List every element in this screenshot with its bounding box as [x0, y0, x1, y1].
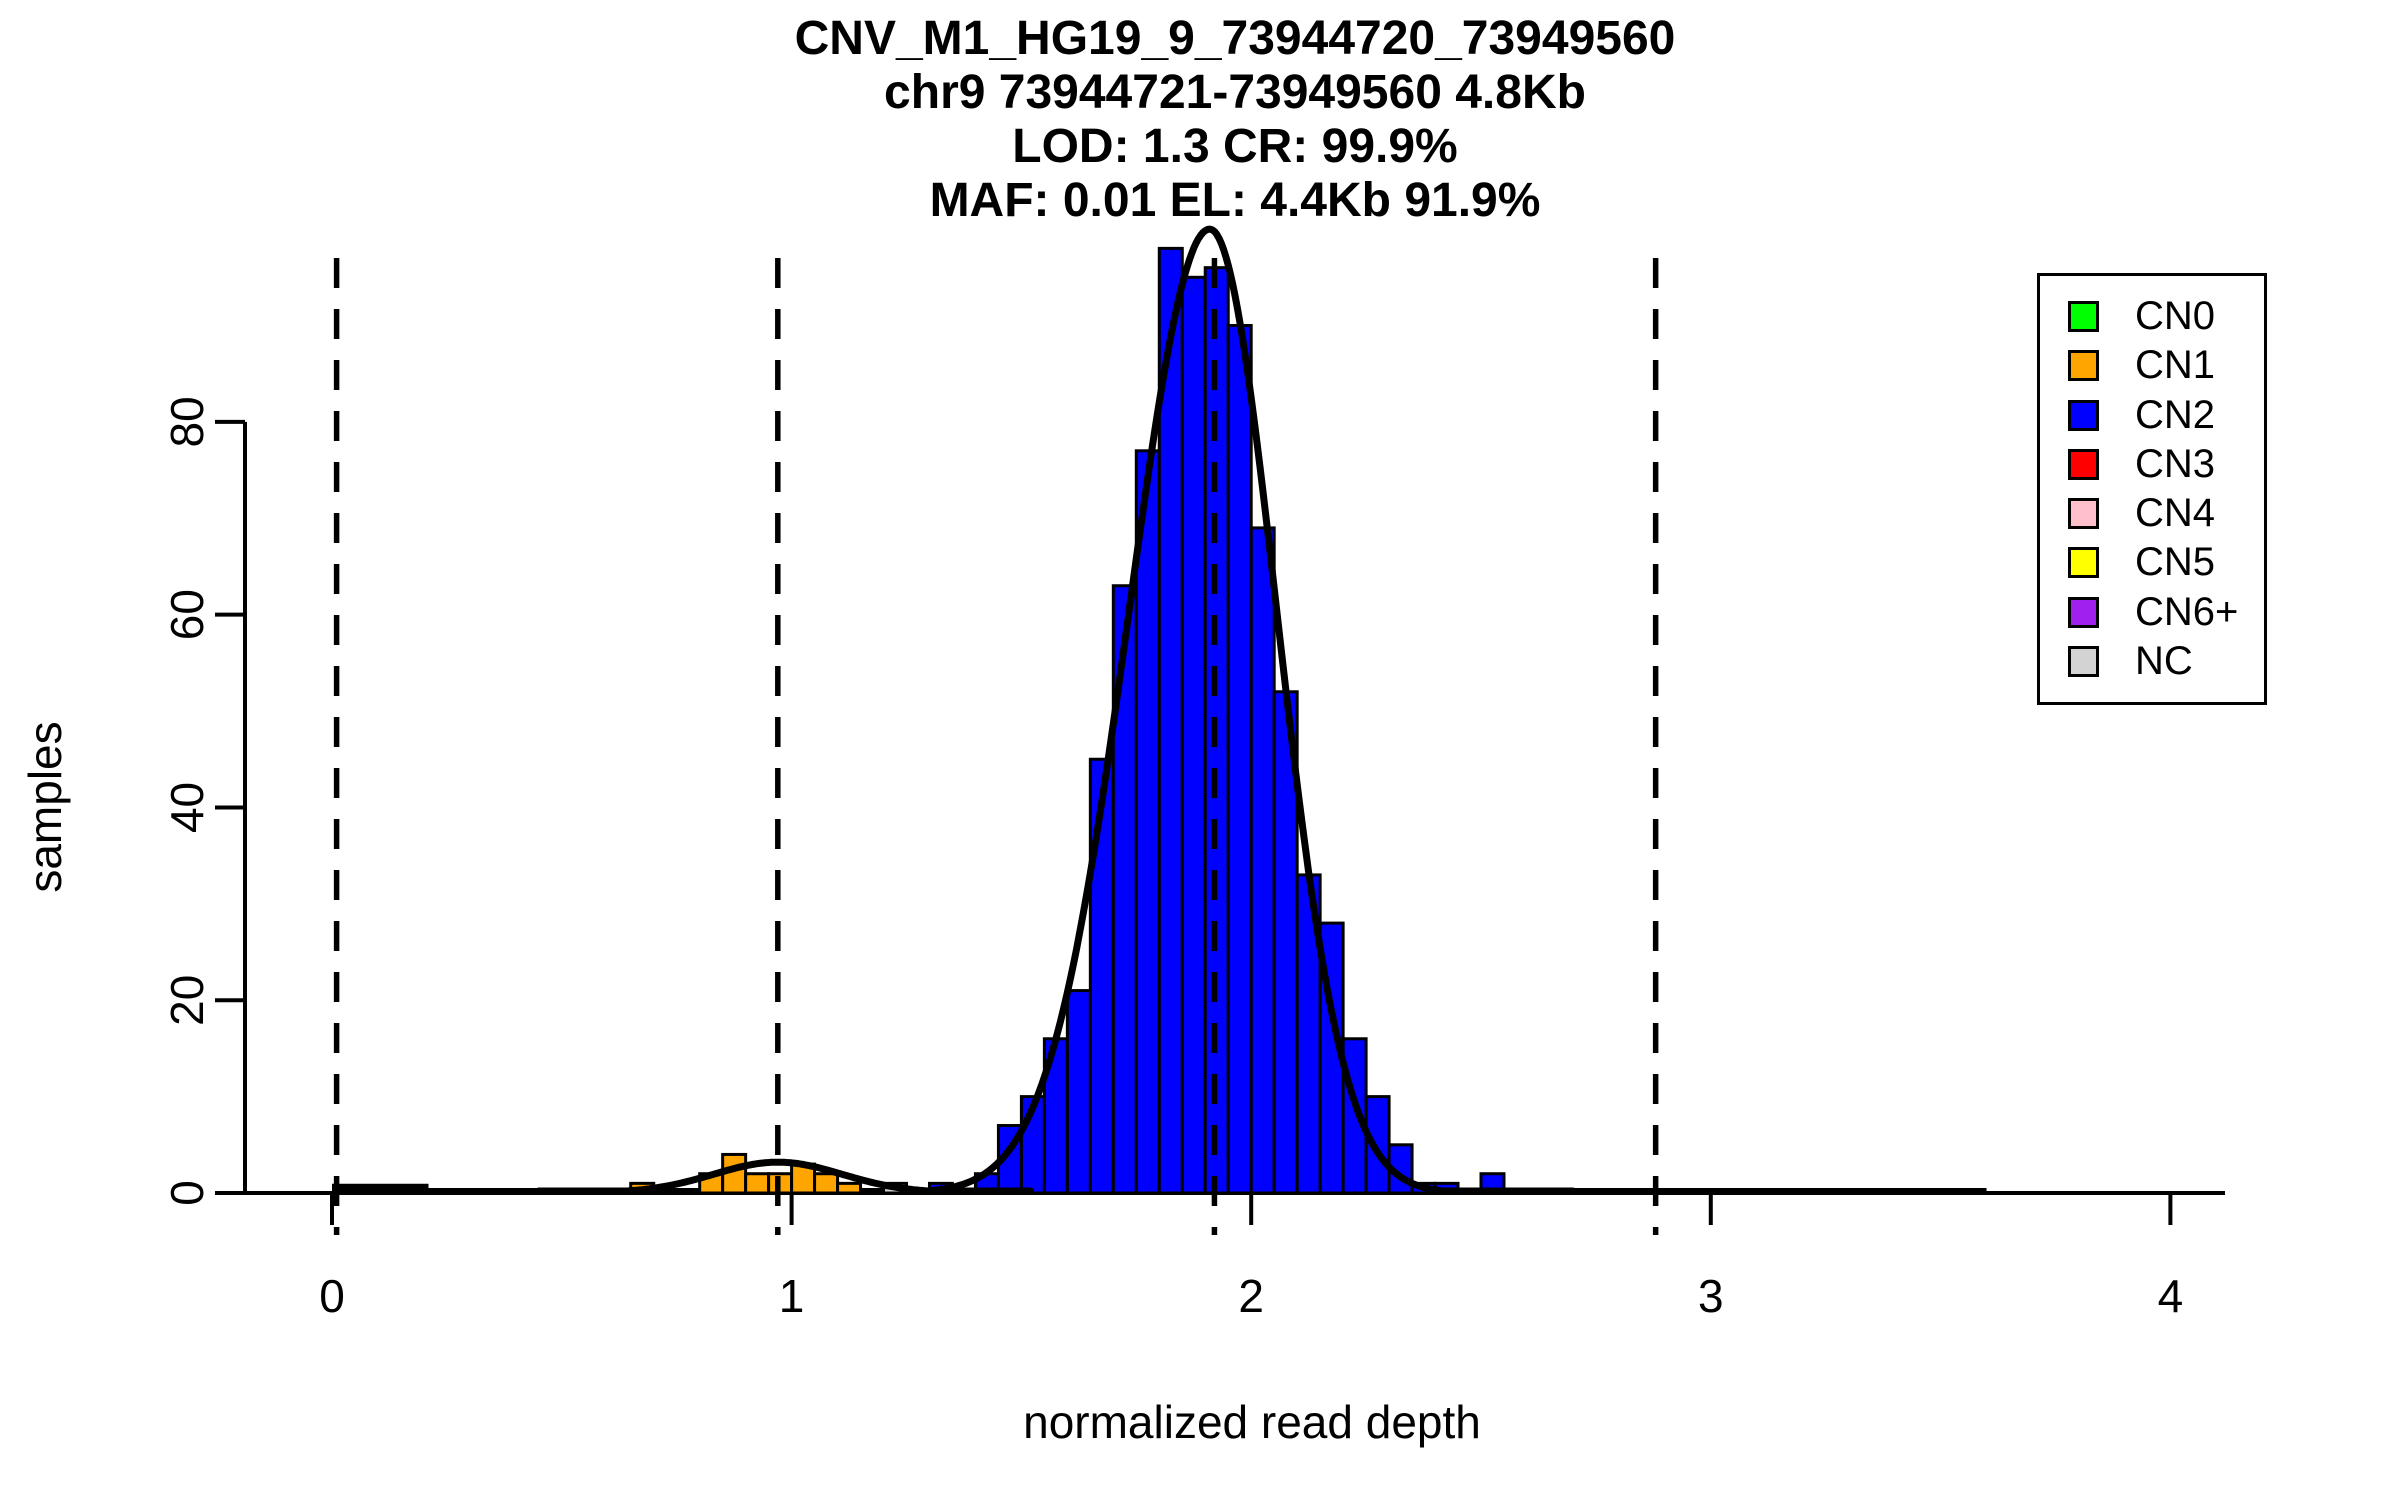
- x-axis-label: normalized read depth: [1023, 1396, 1481, 1448]
- legend-swatch-cn4: [2068, 498, 2099, 530]
- y-tick-label: 0: [161, 1180, 213, 1206]
- title-line-2: chr9 73944721-73949560 4.8Kb: [884, 66, 1586, 119]
- legend-swatch-cn2: [2068, 399, 2099, 431]
- y-tick-label: 80: [161, 396, 213, 447]
- legend-item-cn0: CN0: [2040, 294, 2264, 339]
- histogram-bar-cn2: [1180, 275, 1207, 1195]
- legend-swatch-cn0: [2068, 301, 2099, 333]
- x-tick-label: 3: [1698, 1270, 1724, 1322]
- y-tick-label: 40: [161, 782, 213, 833]
- title-line-3: LOD: 1.3 CR: 99.9%: [1012, 120, 1458, 173]
- legend: CN0 CN1 CN2 CN3 CN4 CN5 CN6+ NC: [2037, 273, 2267, 705]
- CN2-gaussian-fit-curve: [916, 225, 1577, 1195]
- legend-item-cn2: CN2: [2040, 393, 2264, 438]
- histogram-bar-cn2: [1065, 989, 1092, 1195]
- histogram-bar-cn2: [1249, 526, 1276, 1195]
- legend-label: CN6+: [2135, 589, 2239, 634]
- legend-item-cn3: CN3: [2040, 442, 2264, 487]
- histogram-bar-cn1: [744, 1172, 771, 1195]
- title-line-4: MAF: 0.01 EL: 4.4Kb 91.9%: [929, 174, 1541, 227]
- legend-item-cn5: CN5: [2040, 540, 2264, 585]
- legend-item-cn4: CN4: [2040, 491, 2264, 536]
- histogram-bar-cn1: [836, 1181, 863, 1195]
- legend-label: NC: [2135, 638, 2193, 683]
- legend-item-cn1: CN1: [2040, 343, 2264, 388]
- legend-label: CN0: [2135, 294, 2216, 339]
- legend-swatch-cn5: [2068, 547, 2099, 579]
- histogram-bar-cn2: [1134, 449, 1161, 1195]
- histogram-bar-cn2: [1088, 757, 1115, 1195]
- legend-label: CN5: [2135, 540, 2216, 585]
- legend-swatch-cn3: [2068, 448, 2099, 480]
- x-tick-label: 4: [2158, 1270, 2184, 1322]
- y-tick-label: 60: [161, 589, 213, 640]
- x-tick-label: 1: [779, 1270, 805, 1322]
- title-line-1: CNV_M1_HG19_9_73944720_73949560: [794, 12, 1676, 65]
- legend-label: CN4: [2135, 491, 2216, 536]
- y-axis-label: samples: [19, 721, 71, 893]
- histogram-bar-cn1: [813, 1172, 840, 1195]
- legend-item-nc: NC: [2040, 639, 2264, 684]
- legend-label: CN1: [2135, 343, 2216, 388]
- legend-item-cn6plus: CN6+: [2040, 590, 2264, 635]
- x-tick-label: 2: [1238, 1270, 1264, 1322]
- plot-title: CNV_M1_HG19_9_73944720_73949560 chr9 739…: [245, 12, 2225, 228]
- histogram-bar-cn2: [1226, 323, 1253, 1195]
- legend-label: CN2: [2135, 392, 2216, 437]
- legend-label: CN3: [2135, 441, 2216, 486]
- x-tick-label: 0: [319, 1270, 345, 1322]
- legend-swatch-cn1: [2068, 350, 2099, 382]
- legend-swatch-cn6plus: [2068, 596, 2099, 628]
- y-tick-label: 20: [161, 975, 213, 1026]
- legend-swatch-nc: [2068, 645, 2099, 677]
